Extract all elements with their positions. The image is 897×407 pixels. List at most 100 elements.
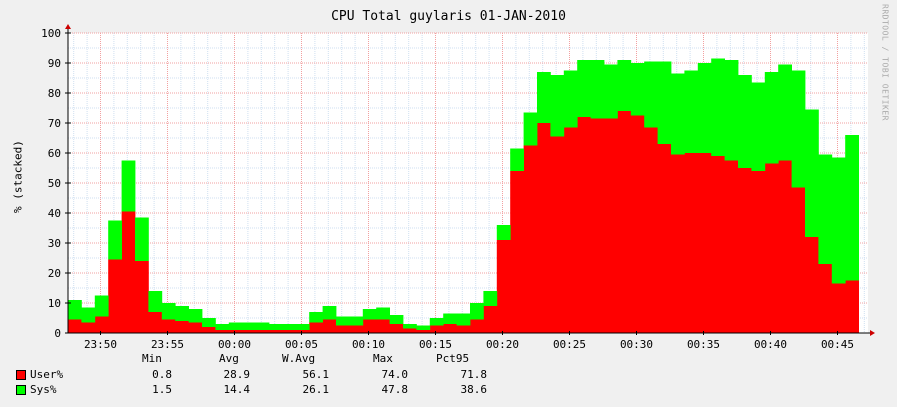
y-tick-label: 100: [41, 27, 61, 40]
bar-user: [671, 154, 685, 333]
bar-user: [483, 306, 498, 333]
bar-sys: [443, 313, 457, 324]
y-tick-label: 90: [48, 57, 61, 70]
bar-sys: [269, 324, 283, 330]
bar-user: [697, 153, 712, 333]
bar-user: [443, 324, 457, 333]
x-tick-label: 00:00: [218, 338, 251, 351]
bar-user: [590, 118, 605, 333]
y-tick-label: 80: [48, 87, 61, 100]
bar-user: [604, 118, 618, 333]
legend-label-sys: Sys%: [30, 383, 57, 396]
bar-user: [121, 211, 136, 333]
y-tick-label: 70: [48, 117, 61, 130]
x-tick-label: 00:10: [352, 338, 385, 351]
bar-user: [577, 117, 591, 333]
stats-header-pct95: Pct95: [436, 352, 470, 365]
stat-sys-min: 1.5: [152, 383, 172, 396]
bar-sys: [215, 324, 230, 330]
bar-user: [416, 330, 431, 333]
bar-sys: [550, 75, 565, 137]
y-tick-label: 0: [54, 327, 61, 340]
y-axis-arrow: [65, 24, 71, 29]
bar-user: [148, 312, 163, 333]
stats-header-wavg: W.Avg: [282, 352, 316, 365]
bar-sys: [68, 300, 82, 320]
bar-user: [242, 330, 256, 333]
bar-sys: [590, 60, 605, 119]
bar-sys: [255, 322, 270, 330]
x-tick-label: 00:45: [821, 338, 854, 351]
bar-sys: [403, 324, 417, 329]
stat-user-min: 0.8: [152, 368, 172, 381]
bar-user: [845, 280, 859, 333]
bar-sys: [523, 112, 538, 146]
stat-user-pct95: 71.8: [460, 368, 488, 381]
bar-sys: [175, 306, 189, 321]
stat-sys-wavg: 26.1: [302, 383, 330, 396]
bar-user: [724, 160, 739, 333]
bar-user: [336, 325, 350, 333]
stat-user-wavg: 56.1: [302, 368, 330, 381]
bar-sys: [630, 63, 645, 116]
bar-sys: [697, 63, 712, 153]
bar-user: [295, 330, 310, 333]
bar-user: [322, 319, 337, 333]
bar-sys: [644, 61, 658, 128]
bar-sys: [362, 309, 377, 320]
bar-user: [630, 115, 645, 333]
legend-swatch-user: [16, 370, 26, 380]
legend-swatch-sys: [16, 385, 26, 395]
bar-user: [805, 237, 819, 333]
bar-sys: [349, 316, 364, 326]
bar-user: [81, 322, 96, 333]
bar-user: [94, 316, 109, 333]
bar-user: [228, 330, 243, 333]
bar-user: [778, 160, 792, 333]
bar-user: [818, 264, 833, 333]
bar-user: [202, 327, 216, 333]
bar-user: [108, 259, 122, 333]
bar-user: [617, 111, 632, 333]
bar-user: [563, 127, 578, 333]
bar-sys: [496, 225, 511, 240]
bar-sys: [577, 60, 591, 117]
bar-sys: [135, 217, 149, 261]
bar-sys: [228, 322, 243, 330]
y-tick-label: 60: [48, 147, 61, 160]
bar-user: [470, 319, 484, 333]
bar-sys: [791, 70, 806, 188]
bar-sys: [202, 318, 216, 327]
bar-sys: [738, 75, 752, 168]
bar-user: [496, 240, 511, 333]
bar-user: [269, 330, 283, 333]
bar-sys: [684, 70, 699, 153]
bar-user: [429, 325, 444, 333]
legend-label-user: User%: [30, 368, 64, 381]
bar-sys: [483, 291, 498, 306]
bar-user: [523, 145, 538, 333]
bar-sys: [81, 307, 96, 323]
bar-user: [456, 325, 471, 333]
stats-header-avg: Avg: [219, 352, 239, 365]
bar-sys: [510, 148, 524, 171]
bar-user: [161, 319, 176, 333]
x-tick-label: 00:35: [687, 338, 720, 351]
bar-user: [188, 322, 203, 333]
bar-sys: [751, 82, 766, 171]
y-tick-label: 40: [48, 207, 61, 220]
bar-sys: [295, 324, 310, 330]
x-axis-arrow: [870, 330, 875, 336]
bar-sys: [121, 160, 136, 212]
bar-sys: [604, 64, 618, 119]
bar-sys: [282, 324, 297, 330]
x-tick-label: 00:30: [620, 338, 653, 351]
bar-user: [791, 187, 806, 333]
bar-sys: [161, 303, 176, 320]
bar-sys: [657, 61, 672, 144]
bar-sys: [416, 325, 431, 330]
bar-user: [309, 322, 323, 333]
x-tick-label: 00:15: [419, 338, 452, 351]
bar-user: [68, 319, 82, 333]
